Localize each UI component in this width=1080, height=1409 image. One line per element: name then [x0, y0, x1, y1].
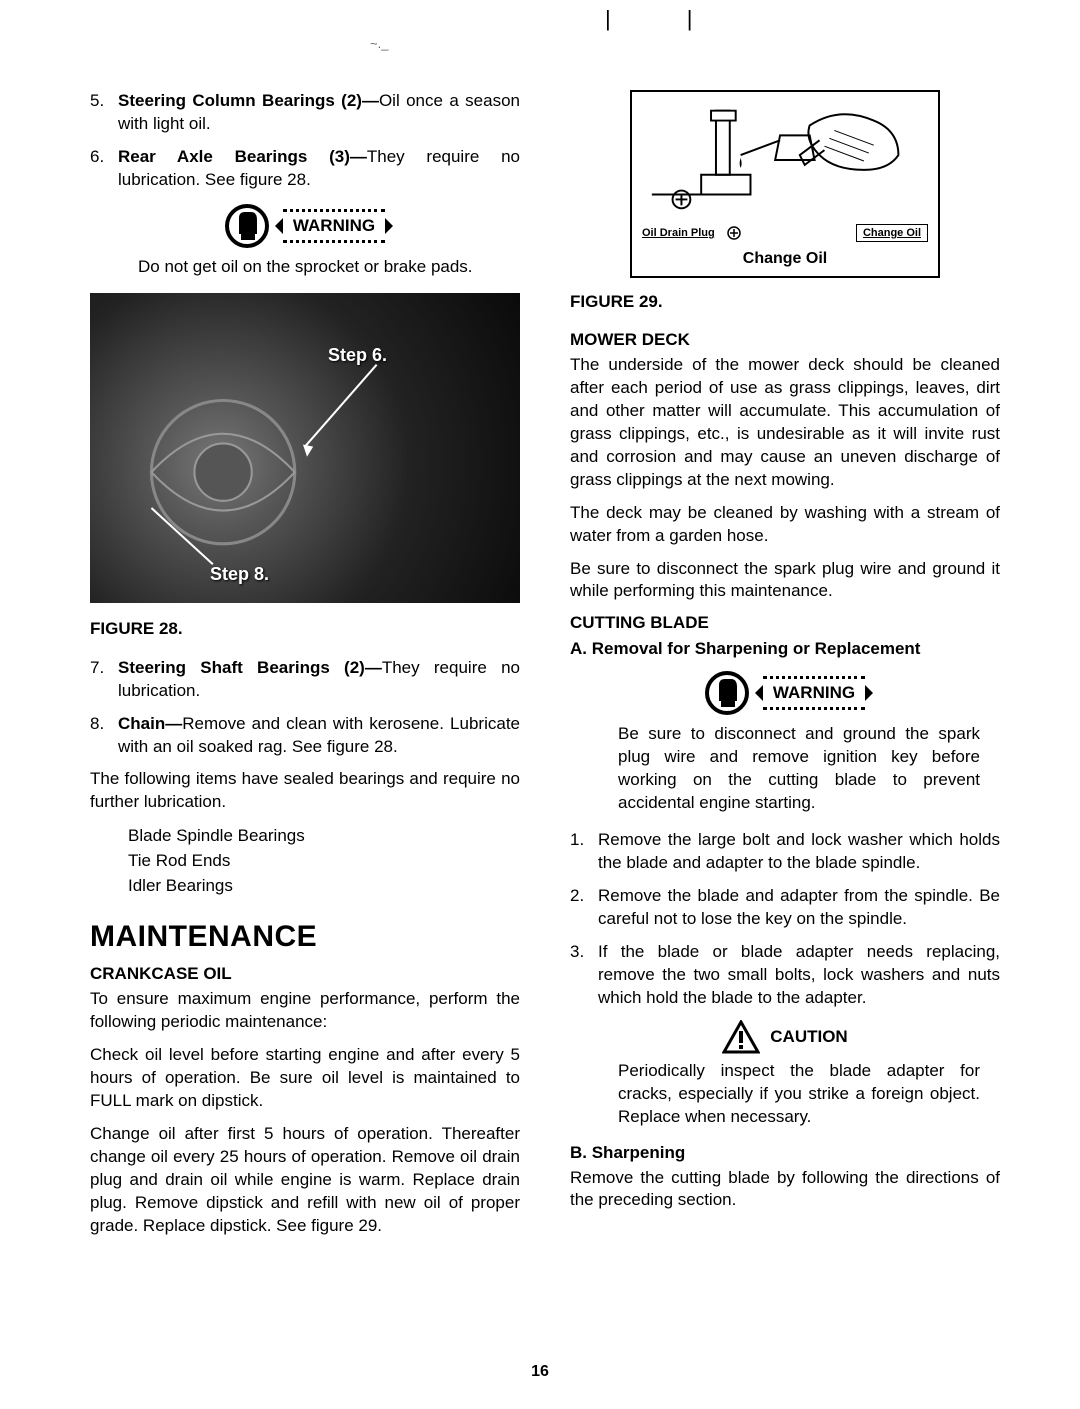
fig29-label-row: Oil Drain Plug Change Oil: [642, 224, 928, 242]
list-number: 5.: [90, 90, 118, 136]
step-3: 3. If the blade or blade adapter needs r…: [570, 941, 1000, 1010]
photo-step8-label: Step 8.: [210, 564, 269, 585]
sealed-list: Blade Spindle Bearings Tie Rod Ends Idle…: [128, 824, 520, 898]
item5-bold: Steering Column Bearings (2)—: [118, 91, 379, 110]
list-number: 2.: [570, 885, 598, 931]
maintenance-heading: MAINTENANCE: [90, 920, 520, 954]
fig29-inner-caption: Change Oil: [642, 250, 928, 268]
figure-28-caption: FIGURE 28.: [90, 619, 520, 639]
section-b-head: B. Sharpening: [570, 1143, 1000, 1163]
list-content: Steering Shaft Bearings (2)—They require…: [118, 657, 520, 703]
step-2: 2. Remove the blade and adapter from the…: [570, 885, 1000, 931]
crankcase-head: CRANKCASE OIL: [90, 964, 520, 984]
list-item-7: 7. Steering Shaft Bearings (2)—They requ…: [90, 657, 520, 703]
list-content: Remove the blade and adapter from the sp…: [598, 885, 1000, 931]
item7-bold: Steering Shaft Bearings (2)—: [118, 658, 382, 677]
warning-label: WARNING: [283, 209, 385, 243]
cutting-blade-head: CUTTING BLADE: [570, 613, 1000, 633]
list-number: 8.: [90, 713, 118, 759]
right-column: Oil Drain Plug Change Oil Change Oil FIG…: [570, 90, 1000, 1238]
step-1: 1. Remove the large bolt and lock washer…: [570, 829, 1000, 875]
page: || ~._ 5. Steering Column Bearings (2)—O…: [0, 0, 1080, 1409]
mower-deck-head: MOWER DECK: [570, 330, 1000, 350]
left-column: 5. Steering Column Bearings (2)—Oil once…: [90, 90, 520, 1238]
crankcase-p2: Check oil level before starting engine a…: [90, 1044, 520, 1113]
list-content: Rear Axle Bearings (3)—They require no l…: [118, 146, 520, 192]
crankcase-p3: Change oil after first 5 hours of operat…: [90, 1123, 520, 1238]
fig29-label-right: Change Oil: [856, 224, 928, 242]
list-number: 6.: [90, 146, 118, 192]
mower-p3: Be sure to disconnect the spark plug wir…: [570, 558, 1000, 604]
warning-hand-icon: [705, 671, 757, 715]
figure-28-photo: Step 6. Step 8.: [90, 293, 520, 603]
sealed-item: Blade Spindle Bearings: [128, 824, 520, 849]
warning-block-1: WARNING: [90, 204, 520, 248]
list-content: Remove the large bolt and lock washer wh…: [598, 829, 1000, 875]
crankcase-p1: To ensure maximum engine performance, pe…: [90, 988, 520, 1034]
list-item-8: 8. Chain—Remove and clean with kerosene.…: [90, 713, 520, 759]
photo-step6-label: Step 6.: [328, 345, 387, 366]
figure-29-drawing: [642, 100, 928, 220]
list-number: 1.: [570, 829, 598, 875]
caution-triangle-icon: [722, 1020, 760, 1054]
scan-smudge: ~._: [370, 36, 388, 51]
list-item-6: 6. Rear Axle Bearings (3)—They require n…: [90, 146, 520, 192]
warning-block-2: WARNING: [570, 671, 1000, 715]
figure-29-caption: FIGURE 29.: [570, 292, 1000, 312]
fig29-svg: [642, 100, 928, 220]
figure-29-box: Oil Drain Plug Change Oil Change Oil: [630, 90, 940, 278]
page-number: 16: [0, 1363, 1080, 1381]
sealed-intro: The following items have sealed bearings…: [90, 768, 520, 814]
warning-hand-icon: [225, 204, 277, 248]
list-item-5: 5. Steering Column Bearings (2)—Oil once…: [90, 90, 520, 136]
list-content: Steering Column Bearings (2)—Oil once a …: [118, 90, 520, 136]
fig29-plug-icon: [723, 225, 745, 241]
mower-p2: The deck may be cleaned by washing with …: [570, 502, 1000, 548]
list-content: Chain—Remove and clean with kerosene. Lu…: [118, 713, 520, 759]
top-crop-marks: ||: [605, 6, 768, 32]
list-number: 3.: [570, 941, 598, 1010]
caution-block: CAUTION: [570, 1020, 1000, 1054]
list-number: 7.: [90, 657, 118, 703]
list-content: If the blade or blade adapter needs repl…: [598, 941, 1000, 1010]
warning-label: WARNING: [763, 676, 865, 710]
warning-2-text: Be sure to disconnect and ground the spa…: [618, 723, 980, 815]
caution-label: CAUTION: [770, 1027, 847, 1047]
two-column-layout: 5. Steering Column Bearings (2)—Oil once…: [90, 90, 1000, 1238]
sealed-item: Tie Rod Ends: [128, 849, 520, 874]
caution-text: Periodically inspect the blade adapter f…: [618, 1060, 980, 1129]
item8-bold: Chain—: [118, 714, 182, 733]
item6-bold: Rear Axle Bearings (3)—: [118, 147, 367, 166]
sealed-item: Idler Bearings: [128, 874, 520, 899]
mower-p1: The underside of the mower deck should b…: [570, 354, 1000, 492]
warning-1-text: Do not get oil on the sprocket or brake …: [138, 256, 500, 279]
section-a-head: A. Removal for Sharpening or Replacement: [570, 639, 1000, 659]
photo-lineart: [90, 293, 520, 603]
fig29-label-left: Oil Drain Plug: [642, 225, 715, 241]
sharpen-p: Remove the cutting blade by following th…: [570, 1167, 1000, 1213]
